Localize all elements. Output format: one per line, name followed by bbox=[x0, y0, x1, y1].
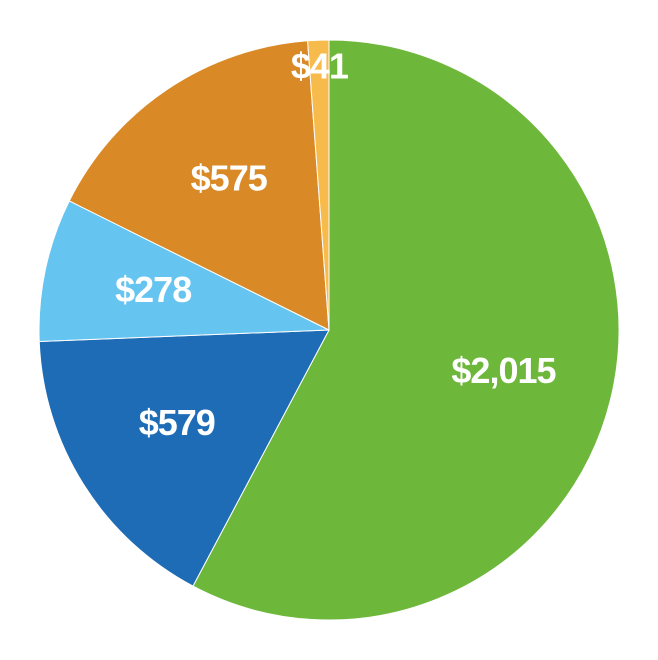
data-label: $41 bbox=[291, 46, 349, 87]
data-label: $2,015 bbox=[451, 350, 556, 391]
data-label: $575 bbox=[191, 157, 268, 198]
pie-slice bbox=[192, 39, 620, 621]
data-label: $579 bbox=[139, 402, 215, 443]
pie-slice bbox=[307, 39, 330, 331]
data-label: $278 bbox=[115, 269, 191, 310]
pie-slice bbox=[38, 200, 330, 343]
pie-slice bbox=[68, 40, 330, 331]
pie-slice bbox=[38, 329, 330, 587]
